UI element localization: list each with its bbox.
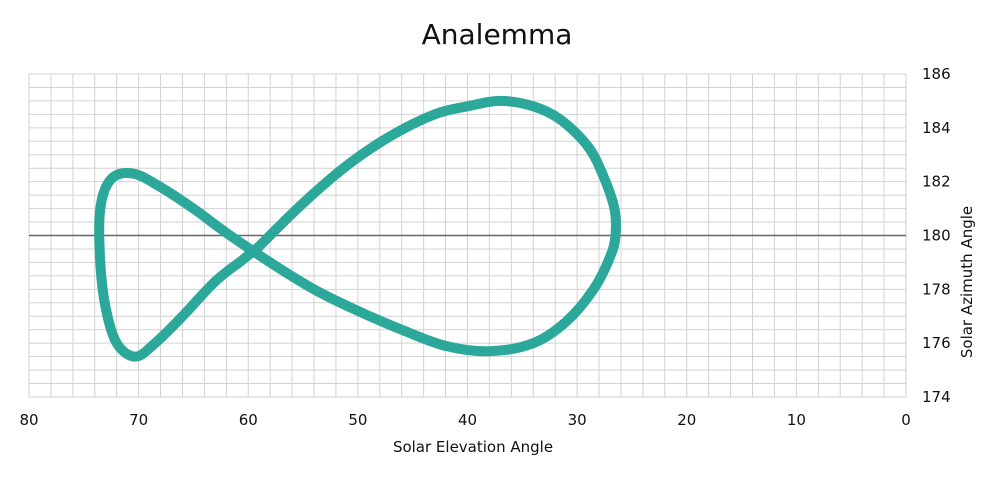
x-tick-label: 10 bbox=[787, 411, 806, 429]
x-tick-label: 80 bbox=[19, 411, 38, 429]
x-tick-label: 50 bbox=[348, 411, 367, 429]
y-tick-label: 180 bbox=[922, 227, 951, 245]
x-tick-label: 20 bbox=[677, 411, 696, 429]
x-tick-label: 0 bbox=[901, 411, 911, 429]
x-tick-label: 30 bbox=[568, 411, 587, 429]
analemma-curve bbox=[94, 95, 621, 362]
chart-title: Analemma bbox=[422, 18, 573, 51]
y-tick-labels: 174 176 178 180 182 184 186 bbox=[922, 65, 951, 406]
y-tick-label: 174 bbox=[922, 388, 951, 406]
y-tick-label: 184 bbox=[922, 119, 951, 137]
x-tick-label: 60 bbox=[239, 411, 258, 429]
y-tick-label: 186 bbox=[922, 65, 951, 83]
x-axis-label: Solar Elevation Angle bbox=[393, 438, 553, 456]
y-axis-label: Solar Azimuth Angle bbox=[958, 206, 976, 358]
x-tick-label: 40 bbox=[458, 411, 477, 429]
y-tick-label: 178 bbox=[922, 280, 951, 298]
y-tick-label: 176 bbox=[922, 334, 951, 352]
x-tick-label: 70 bbox=[129, 411, 148, 429]
y-tick-label: 182 bbox=[922, 173, 951, 191]
x-tick-labels: 80 70 60 50 40 30 20 10 0 bbox=[19, 411, 910, 429]
